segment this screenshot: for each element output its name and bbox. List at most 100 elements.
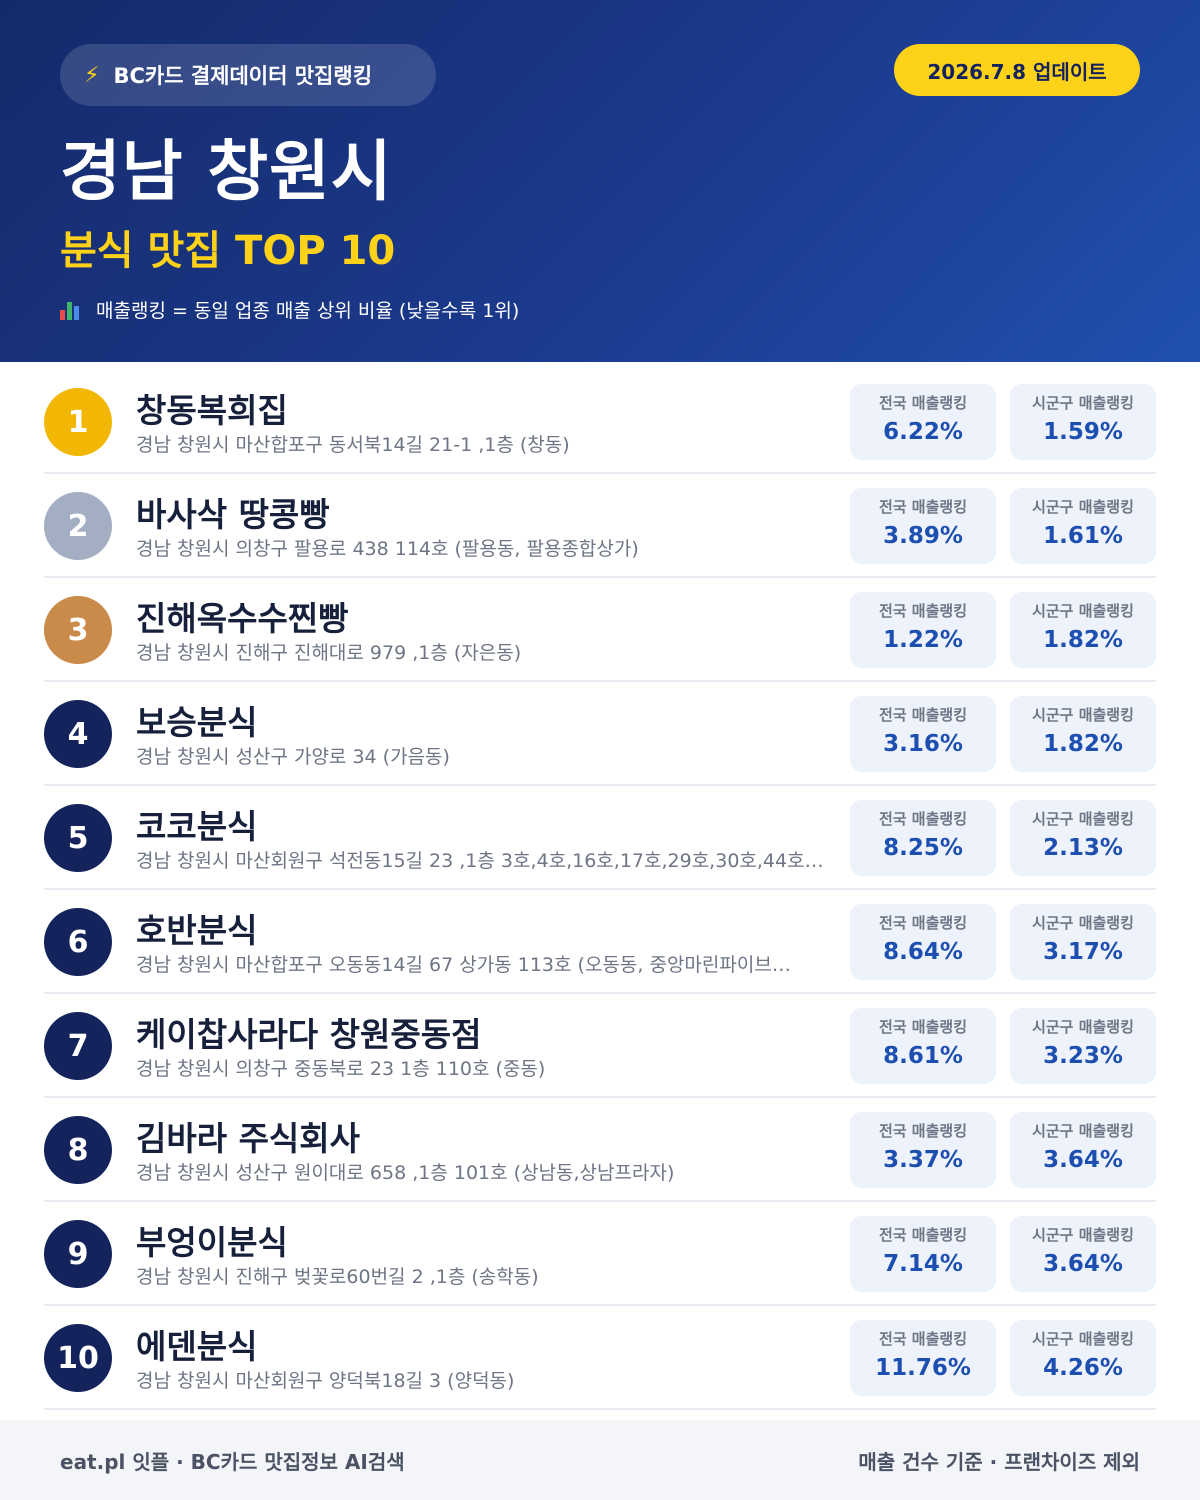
footer-credit: eat.pl 잇플 · BC카드 맛집정보 AI검색 (60, 1450, 405, 1474)
rank-badge: 1 (44, 388, 112, 456)
footer-note: 매출 건수 기준 · 프랜차이즈 제외 (858, 1450, 1140, 1474)
district-rank-card: 시군구 매출랭킹 3.64% (1010, 1216, 1156, 1292)
national-rank-label: 전국 매출랭킹 (878, 914, 968, 932)
national-rank-value: 8.61% (883, 1043, 963, 1069)
rank-badge: 7 (44, 1012, 112, 1080)
national-rank-card: 전국 매출랭킹 8.61% (850, 1008, 996, 1084)
district-rank-card: 시군구 매출랭킹 3.23% (1010, 1008, 1156, 1084)
restaurant-name[interactable]: 호반분식 (136, 911, 258, 950)
national-rank-label: 전국 매출랭킹 (878, 1122, 968, 1140)
national-rank-value: 3.37% (883, 1147, 963, 1173)
page-title: 경남 창원시 (60, 133, 393, 210)
national-rank-label: 전국 매출랭킹 (878, 810, 968, 828)
restaurant-name[interactable]: 보승분식 (136, 703, 258, 742)
national-rank-label: 전국 매출랭킹 (878, 498, 968, 516)
restaurant-address: 경남 창원시 마산회원구 석전동15길 23 ,1층 3호,4호,16호,17호… (136, 850, 824, 872)
national-rank-card: 전국 매출랭킹 3.37% (850, 1112, 996, 1188)
district-rank-label: 시군구 매출랭킹 (1032, 1122, 1134, 1140)
national-rank-card: 전국 매출랭킹 8.64% (850, 904, 996, 980)
lightning-bolt-icon: ⚡ (84, 62, 100, 88)
district-rank-label: 시군구 매출랭킹 (1032, 1018, 1134, 1036)
district-rank-value: 1.82% (1043, 627, 1123, 653)
restaurant-name[interactable]: 진해옥수수찐빵 (136, 599, 349, 638)
restaurant-address: 경남 창원시 마산합포구 동서북14길 21-1 ,1층 (창동) (136, 434, 570, 456)
district-rank-value: 1.61% (1043, 523, 1123, 549)
restaurant-name[interactable]: 에덴분식 (136, 1327, 258, 1366)
restaurant-address: 경남 창원시 성산구 가양로 34 (가음동) (136, 746, 450, 768)
district-rank-value: 1.59% (1043, 419, 1123, 445)
district-rank-card: 시군구 매출랭킹 1.82% (1010, 696, 1156, 772)
national-rank-card: 전국 매출랭킹 11.76% (850, 1320, 996, 1396)
list-item[interactable]: 8 김바라 주식회사 경남 창원시 성산구 원이대로 658 ,1층 101호 (상… (44, 1098, 1156, 1202)
rank-badge: 3 (44, 596, 112, 664)
district-rank-value: 3.23% (1043, 1043, 1123, 1069)
national-rank-card: 전국 매출랭킹 3.16% (850, 696, 996, 772)
national-rank-value: 3.89% (883, 523, 963, 549)
district-rank-label: 시군구 매출랭킹 (1032, 810, 1134, 828)
district-rank-value: 3.64% (1043, 1251, 1123, 1277)
restaurant-name[interactable]: 코코분식 (136, 807, 258, 846)
district-rank-value: 3.17% (1043, 939, 1123, 965)
bar-chart-icon (60, 300, 82, 320)
national-rank-value: 6.22% (883, 419, 963, 445)
restaurant-address: 경남 창원시 진해구 벚꽃로60번길 2 ,1층 (송학동) (136, 1266, 539, 1288)
restaurant-name[interactable]: 케이찹사라다 창원중동점 (136, 1015, 482, 1054)
district-rank-label: 시군구 매출랭킹 (1032, 498, 1134, 516)
district-rank-value: 1.82% (1043, 731, 1123, 757)
list-item[interactable]: 3 진해옥수수찐빵 경남 창원시 진해구 진해대로 979 ,1층 (자은동) 전국 … (44, 578, 1156, 682)
rank-badge: 5 (44, 804, 112, 872)
restaurant-name[interactable]: 바사삭 땅콩빵 (136, 495, 330, 534)
district-rank-label: 시군구 매출랭킹 (1032, 706, 1134, 724)
brand-label: BC카드 결제데이터 맛집랭킹 (113, 64, 373, 88)
district-rank-card: 시군구 매출랭킹 3.64% (1010, 1112, 1156, 1188)
national-rank-card: 전국 매출랭킹 6.22% (850, 384, 996, 460)
national-rank-label: 전국 매출랭킹 (878, 1226, 968, 1244)
restaurant-address: 경남 창원시 의창구 중동북로 23 1층 110호 (중동) (136, 1058, 546, 1080)
district-rank-value: 2.13% (1043, 835, 1123, 861)
national-rank-label: 전국 매출랭킹 (878, 394, 968, 412)
district-rank-card: 시군구 매출랭킹 4.26% (1010, 1320, 1156, 1396)
rank-badge: 9 (44, 1220, 112, 1288)
page-subtitle: 분식 맛집 TOP 10 (60, 228, 396, 274)
header-banner: ⚡ BC카드 결제데이터 맛집랭킹 2026.7.8 업데이트 경남 창원시 분… (0, 0, 1200, 362)
district-rank-card: 시군구 매출랭킹 1.61% (1010, 488, 1156, 564)
national-rank-label: 전국 매출랭킹 (878, 1330, 968, 1348)
restaurant-address: 경남 창원시 진해구 진해대로 979 ,1층 (자은동) (136, 642, 522, 664)
national-rank-card: 전국 매출랭킹 3.89% (850, 488, 996, 564)
restaurant-name[interactable]: 김바라 주식회사 (136, 1119, 361, 1158)
restaurant-name[interactable]: 부엉이분식 (136, 1223, 288, 1262)
national-rank-card: 전국 매출랭킹 7.14% (850, 1216, 996, 1292)
district-rank-label: 시군구 매출랭킹 (1032, 1330, 1134, 1348)
national-rank-value: 1.22% (883, 627, 963, 653)
district-rank-value: 4.26% (1043, 1355, 1123, 1381)
restaurant-name[interactable]: 창동복희집 (136, 391, 288, 430)
national-rank-value: 3.16% (883, 731, 963, 757)
district-rank-card: 시군구 매출랭킹 2.13% (1010, 800, 1156, 876)
list-item[interactable]: 6 호반분식 경남 창원시 마산합포구 오동동14길 67 상가동 113호 (오동… (44, 890, 1156, 994)
district-rank-value: 3.64% (1043, 1147, 1123, 1173)
restaurant-address: 경남 창원시 성산구 원이대로 658 ,1층 101호 (상남동,상남프라자) (136, 1162, 675, 1184)
rank-badge: 4 (44, 700, 112, 768)
district-rank-label: 시군구 매출랭킹 (1032, 602, 1134, 620)
ranking-legend: 매출랭킹 = 동일 업종 매출 상위 비율 (낮을수록 1위) (60, 296, 519, 323)
update-badge: 2026.7.8 업데이트 (894, 44, 1140, 96)
restaurant-address: 경남 창원시 마산회원구 양덕북18길 3 (양덕동) (136, 1370, 515, 1392)
brand-pill: ⚡ BC카드 결제데이터 맛집랭킹 (60, 44, 436, 106)
district-rank-label: 시군구 매출랭킹 (1032, 394, 1134, 412)
restaurant-address: 경남 창원시 의창구 팔용로 438 114호 (팔용동, 팔용종합상가) (136, 538, 639, 560)
rank-badge: 2 (44, 492, 112, 560)
national-rank-label: 전국 매출랭킹 (878, 1018, 968, 1036)
list-item[interactable]: 10 에덴분식 경남 창원시 마산회원구 양덕북18길 3 (양덕동) 전국 매출랭킹… (44, 1306, 1156, 1410)
national-rank-value: 8.25% (883, 835, 963, 861)
district-rank-card: 시군구 매출랭킹 1.82% (1010, 592, 1156, 668)
national-rank-value: 11.76% (875, 1355, 971, 1381)
national-rank-value: 7.14% (883, 1251, 963, 1277)
legend-text: 매출랭킹 = 동일 업종 매출 상위 비율 (낮을수록 1위) (96, 300, 520, 322)
